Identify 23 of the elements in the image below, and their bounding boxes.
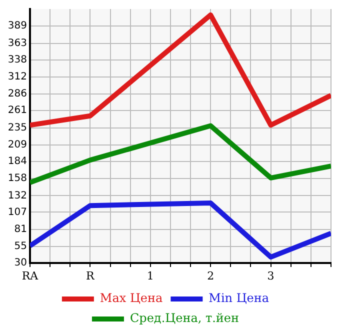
y-tick-label: 184 bbox=[8, 156, 27, 167]
x-tick-label: 2 bbox=[207, 269, 214, 282]
x-tick-label: 3 bbox=[267, 269, 274, 282]
y-tick-label: 107 bbox=[8, 206, 27, 218]
y-tick-label: 158 bbox=[8, 173, 27, 184]
y-tick-label: 30 bbox=[14, 258, 27, 269]
x-tick-label: R bbox=[86, 269, 96, 282]
y-tick-label: 261 bbox=[8, 105, 27, 116]
y-tick-label: 81 bbox=[14, 224, 27, 235]
y-tick-label: 389 bbox=[8, 20, 27, 32]
y-tick-label: 338 bbox=[8, 54, 27, 66]
x-tick-label: 1 bbox=[146, 269, 154, 282]
y-tick-label: 312 bbox=[8, 72, 27, 83]
y-tick-label: 132 bbox=[8, 190, 27, 202]
legend-label: Max Цена bbox=[100, 291, 163, 306]
y-tick-label: 363 bbox=[8, 38, 27, 49]
x-tick-label: RA bbox=[22, 269, 40, 282]
y-tick-label: 286 bbox=[8, 88, 27, 100]
legend-label: Min Цена bbox=[208, 291, 270, 306]
y-tick-label: 235 bbox=[8, 122, 27, 134]
y-tick-label: 55 bbox=[14, 241, 27, 252]
y-tick-label: 209 bbox=[8, 140, 27, 150]
legend-label: Сред.Цена, т.йен bbox=[130, 311, 240, 326]
